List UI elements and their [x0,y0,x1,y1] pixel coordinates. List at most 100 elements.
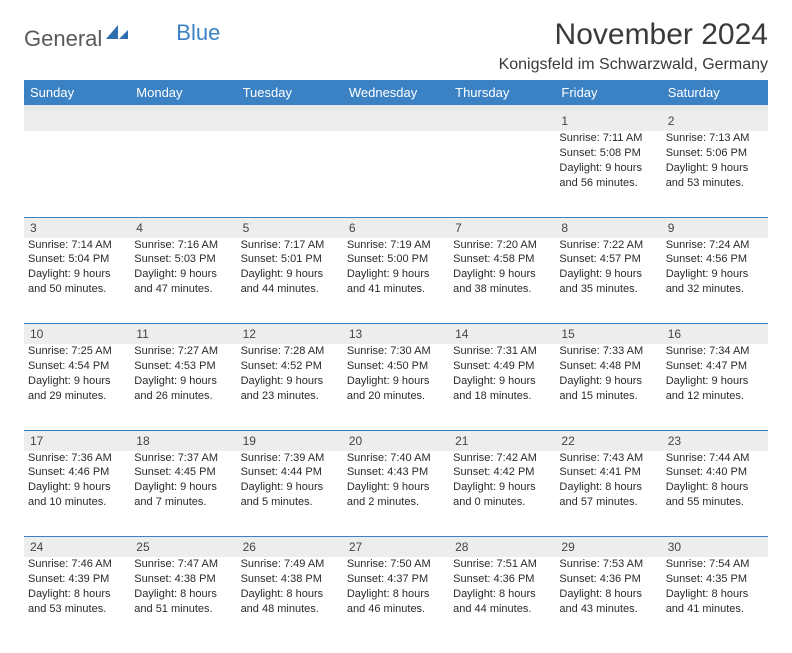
day-number-row: 3456789 [24,217,768,238]
dl1-text: Daylight: 9 hours [666,374,764,389]
day-cell-text: Sunrise: 7:42 AMSunset: 4:42 PMDaylight:… [453,451,551,510]
day-number: 6 [343,217,449,238]
day-cell-text: Sunrise: 7:25 AMSunset: 4:54 PMDaylight:… [28,344,126,403]
dl2-text: and 5 minutes. [241,495,339,510]
day-cell-text: Sunrise: 7:16 AMSunset: 5:03 PMDaylight:… [134,238,232,297]
day-number: 8 [555,217,661,238]
day-cell: Sunrise: 7:47 AMSunset: 4:38 PMDaylight:… [130,557,236,643]
sunset-text: Sunset: 4:42 PM [453,465,551,480]
sunrise-text: Sunrise: 7:49 AM [241,557,339,572]
dl2-text: and 26 minutes. [134,389,232,404]
dl1-text: Daylight: 9 hours [28,267,126,282]
day-number: 20 [343,430,449,451]
day-cell: Sunrise: 7:17 AMSunset: 5:01 PMDaylight:… [237,238,343,324]
dl1-text: Daylight: 9 hours [347,374,445,389]
sunset-text: Sunset: 4:47 PM [666,359,764,374]
sunset-text: Sunset: 5:00 PM [347,252,445,267]
day-number-row: 17181920212223 [24,430,768,451]
week-row: Sunrise: 7:11 AMSunset: 5:08 PMDaylight:… [24,131,768,217]
sunset-text: Sunset: 4:54 PM [28,359,126,374]
dl2-text: and 48 minutes. [241,602,339,617]
dl1-text: Daylight: 9 hours [559,161,657,176]
day-cell: Sunrise: 7:37 AMSunset: 4:45 PMDaylight:… [130,451,236,537]
dl1-text: Daylight: 9 hours [453,480,551,495]
sunrise-text: Sunrise: 7:50 AM [347,557,445,572]
day-cell-text: Sunrise: 7:50 AMSunset: 4:37 PMDaylight:… [347,557,445,616]
dl2-text: and 15 minutes. [559,389,657,404]
logo-text-general: General [24,26,102,52]
dl2-text: and 41 minutes. [666,602,764,617]
day-cell-text: Sunrise: 7:27 AMSunset: 4:53 PMDaylight:… [134,344,232,403]
day-number: 4 [130,217,236,238]
day-cell-text: Sunrise: 7:46 AMSunset: 4:39 PMDaylight:… [28,557,126,616]
dl2-text: and 44 minutes. [453,602,551,617]
day-number-row: 24252627282930 [24,537,768,558]
sunrise-text: Sunrise: 7:24 AM [666,238,764,253]
sunrise-text: Sunrise: 7:54 AM [666,557,764,572]
dl2-text: and 47 minutes. [134,282,232,297]
day-cell-text: Sunrise: 7:11 AMSunset: 5:08 PMDaylight:… [559,131,657,190]
sunset-text: Sunset: 5:01 PM [241,252,339,267]
dl1-text: Daylight: 8 hours [666,587,764,602]
week-row: Sunrise: 7:14 AMSunset: 5:04 PMDaylight:… [24,238,768,324]
sunrise-text: Sunrise: 7:43 AM [559,451,657,466]
sunrise-text: Sunrise: 7:40 AM [347,451,445,466]
dl1-text: Daylight: 9 hours [347,267,445,282]
sunrise-text: Sunrise: 7:13 AM [666,131,764,146]
sunset-text: Sunset: 4:53 PM [134,359,232,374]
day-cell: Sunrise: 7:49 AMSunset: 4:38 PMDaylight:… [237,557,343,643]
dl1-text: Daylight: 8 hours [134,587,232,602]
day-number [237,111,343,131]
sunset-text: Sunset: 4:36 PM [453,572,551,587]
sunset-text: Sunset: 4:44 PM [241,465,339,480]
day-cell-text: Sunrise: 7:20 AMSunset: 4:58 PMDaylight:… [453,238,551,297]
sunrise-text: Sunrise: 7:17 AM [241,238,339,253]
day-cell-text: Sunrise: 7:33 AMSunset: 4:48 PMDaylight:… [559,344,657,403]
dl1-text: Daylight: 8 hours [559,480,657,495]
day-number: 18 [130,430,236,451]
sunrise-text: Sunrise: 7:44 AM [666,451,764,466]
day-number: 23 [662,430,768,451]
day-header: Wednesday [343,80,449,105]
day-cell: Sunrise: 7:43 AMSunset: 4:41 PMDaylight:… [555,451,661,537]
dl1-text: Daylight: 9 hours [241,480,339,495]
day-number: 29 [555,537,661,558]
day-number: 17 [24,430,130,451]
sunset-text: Sunset: 4:49 PM [453,359,551,374]
day-number: 3 [24,217,130,238]
sunrise-text: Sunrise: 7:42 AM [453,451,551,466]
sunset-text: Sunset: 4:43 PM [347,465,445,480]
sunrise-text: Sunrise: 7:25 AM [28,344,126,359]
day-cell: Sunrise: 7:11 AMSunset: 5:08 PMDaylight:… [555,131,661,217]
sunrise-text: Sunrise: 7:19 AM [347,238,445,253]
day-cell-text: Sunrise: 7:28 AMSunset: 4:52 PMDaylight:… [241,344,339,403]
day-number: 25 [130,537,236,558]
dl1-text: Daylight: 9 hours [134,267,232,282]
day-cell: Sunrise: 7:14 AMSunset: 5:04 PMDaylight:… [24,238,130,324]
week-row: Sunrise: 7:36 AMSunset: 4:46 PMDaylight:… [24,451,768,537]
dl1-text: Daylight: 9 hours [134,480,232,495]
day-cell [130,131,236,217]
day-cell: Sunrise: 7:20 AMSunset: 4:58 PMDaylight:… [449,238,555,324]
day-cell: Sunrise: 7:19 AMSunset: 5:00 PMDaylight:… [343,238,449,324]
day-cell-text: Sunrise: 7:51 AMSunset: 4:36 PMDaylight:… [453,557,551,616]
sunrise-text: Sunrise: 7:30 AM [347,344,445,359]
day-header: Saturday [662,80,768,105]
dl1-text: Daylight: 9 hours [666,267,764,282]
dl1-text: Daylight: 8 hours [559,587,657,602]
sunrise-text: Sunrise: 7:36 AM [28,451,126,466]
day-cell: Sunrise: 7:36 AMSunset: 4:46 PMDaylight:… [24,451,130,537]
logo: General Blue [24,26,176,52]
day-cell-text: Sunrise: 7:49 AMSunset: 4:38 PMDaylight:… [241,557,339,616]
day-cell-text: Sunrise: 7:54 AMSunset: 4:35 PMDaylight:… [666,557,764,616]
sunset-text: Sunset: 4:36 PM [559,572,657,587]
page-header: General Blue November 2024 Konigsfeld im… [24,18,768,74]
sunset-text: Sunset: 4:48 PM [559,359,657,374]
dl2-text: and 51 minutes. [134,602,232,617]
dl1-text: Daylight: 9 hours [453,374,551,389]
day-number [343,111,449,131]
day-cell-text: Sunrise: 7:40 AMSunset: 4:43 PMDaylight:… [347,451,445,510]
sunset-text: Sunset: 4:50 PM [347,359,445,374]
day-cell [343,131,449,217]
sunset-text: Sunset: 4:37 PM [347,572,445,587]
